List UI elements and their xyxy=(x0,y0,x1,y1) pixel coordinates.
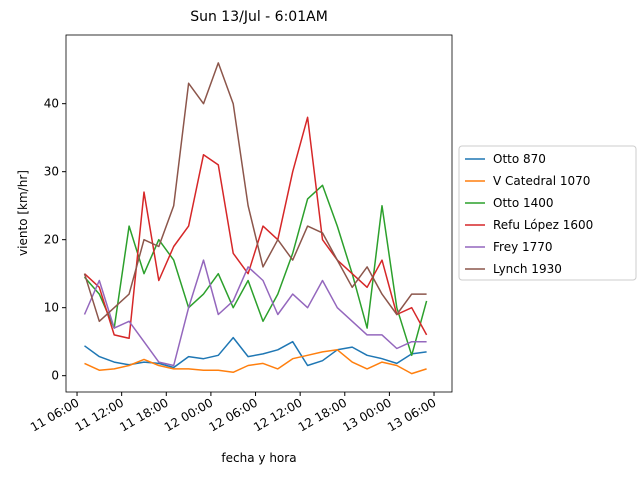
legend-label: V Catedral 1070 xyxy=(493,174,590,188)
series-line xyxy=(83,259,427,367)
x-tick-label: 12 06:00 xyxy=(207,395,260,434)
legend-label: Otto 870 xyxy=(493,152,546,166)
x-tick-label: 12 12:00 xyxy=(251,395,304,434)
series-line xyxy=(83,184,428,357)
x-tick-label: 13 06:00 xyxy=(385,395,438,434)
y-tick-label: 10 xyxy=(44,301,59,315)
x-tick-label: 12 00:00 xyxy=(162,395,215,434)
legend-label: Refu López 1600 xyxy=(493,218,593,232)
series-line xyxy=(84,349,427,375)
x-tick-label: 12 18:00 xyxy=(296,395,349,434)
legend-label: Lynch 1930 xyxy=(493,262,562,276)
x-tick-label: 11 18:00 xyxy=(117,395,170,434)
x-axis-label: fecha y hora xyxy=(221,451,296,465)
y-axis-label: viento [km/hr] xyxy=(16,170,30,256)
y-tick-label: 30 xyxy=(44,165,59,179)
legend-box xyxy=(458,145,637,281)
y-tick-label: 0 xyxy=(51,369,59,383)
series-line xyxy=(83,116,428,340)
y-tick-label: 40 xyxy=(44,97,59,111)
x-tick-label: 13 00:00 xyxy=(340,395,393,434)
y-tick-label: 20 xyxy=(44,233,59,247)
legend-label: Frey 1770 xyxy=(493,240,553,254)
series-line xyxy=(83,62,427,323)
x-tick-label: 11 12:00 xyxy=(73,395,126,434)
chart-title: Sun 13/Jul - 6:01AM xyxy=(190,9,328,25)
plot-frame xyxy=(65,34,453,393)
series-line xyxy=(84,336,427,369)
x-tick-label: 11 06:00 xyxy=(28,395,81,434)
legend-label: Otto 1400 xyxy=(493,196,554,210)
